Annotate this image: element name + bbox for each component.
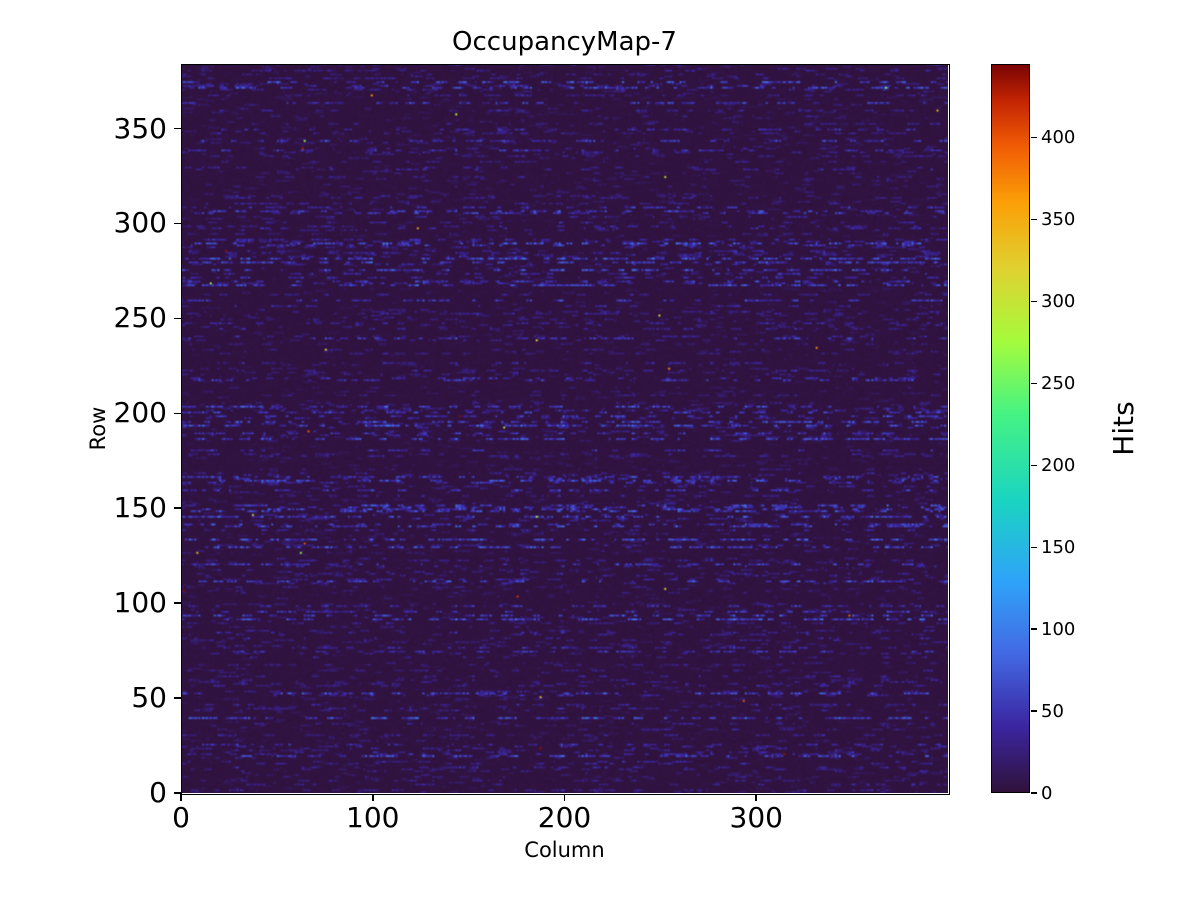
y-tick-label: 200 <box>113 396 167 430</box>
colorbar-gradient <box>991 64 1030 793</box>
colorbar-tick-label: 0 <box>1041 782 1053 804</box>
x-tick-mark <box>371 794 374 801</box>
colorbar-tick-label: 300 <box>1041 291 1076 313</box>
colorbar-tick-label: 350 <box>1041 209 1076 231</box>
y-tick-label: 100 <box>113 586 167 620</box>
x-tick-mark <box>563 794 566 801</box>
y-tick-label: 50 <box>131 681 167 715</box>
x-axis-label: Column <box>524 838 605 862</box>
x-tick-label: 0 <box>172 801 190 834</box>
colorbar-tick-label: 200 <box>1041 454 1076 476</box>
y-tick-mark <box>174 602 181 604</box>
y-tick-label: 0 <box>149 776 167 809</box>
colorbar-tick-mark <box>1031 792 1037 794</box>
colorbar-tick-label: 250 <box>1041 372 1076 394</box>
page-title: OccupancyMap-7 <box>452 27 677 57</box>
x-tick-mark <box>180 794 182 801</box>
y-tick-mark <box>174 792 181 794</box>
x-tick-mark <box>755 794 758 801</box>
y-tick-label: 300 <box>113 206 167 240</box>
colorbar-tick-mark <box>1031 710 1037 712</box>
colorbar-tick-mark <box>1031 300 1037 303</box>
y-tick-mark <box>174 317 181 320</box>
x-tick-label: 100 <box>346 801 400 834</box>
colorbar-tick-label: 50 <box>1041 700 1064 722</box>
x-tick-label: 300 <box>729 801 783 834</box>
y-tick-mark <box>174 127 181 130</box>
y-tick-label: 350 <box>113 111 167 145</box>
y-tick-label: 150 <box>113 491 167 525</box>
colorbar-tick-mark <box>1031 546 1037 549</box>
colorbar-tick-mark <box>1031 382 1037 385</box>
y-tick-mark <box>174 412 181 415</box>
heatmap-image[interactable] <box>181 64 948 793</box>
colorbar-tick-label: 400 <box>1041 127 1076 149</box>
colorbar-tick-mark <box>1031 218 1037 221</box>
y-tick-label: 250 <box>113 301 167 335</box>
y-axis-label: Row <box>86 406 110 451</box>
colorbar-label: Hits <box>1107 401 1140 456</box>
y-tick-mark <box>174 697 181 699</box>
y-tick-mark <box>174 222 181 225</box>
colorbar-tick-mark <box>1031 464 1037 467</box>
y-tick-mark <box>174 507 181 510</box>
x-tick-label: 200 <box>537 801 592 834</box>
colorbar[interactable] <box>991 64 1030 793</box>
colorbar-tick-mark <box>1031 628 1037 630</box>
colorbar-tick-label: 100 <box>1041 618 1076 640</box>
colorbar-tick-mark <box>1031 136 1037 139</box>
heatmap-plot-area[interactable] <box>181 64 948 793</box>
colorbar-tick-label: 150 <box>1041 536 1076 558</box>
